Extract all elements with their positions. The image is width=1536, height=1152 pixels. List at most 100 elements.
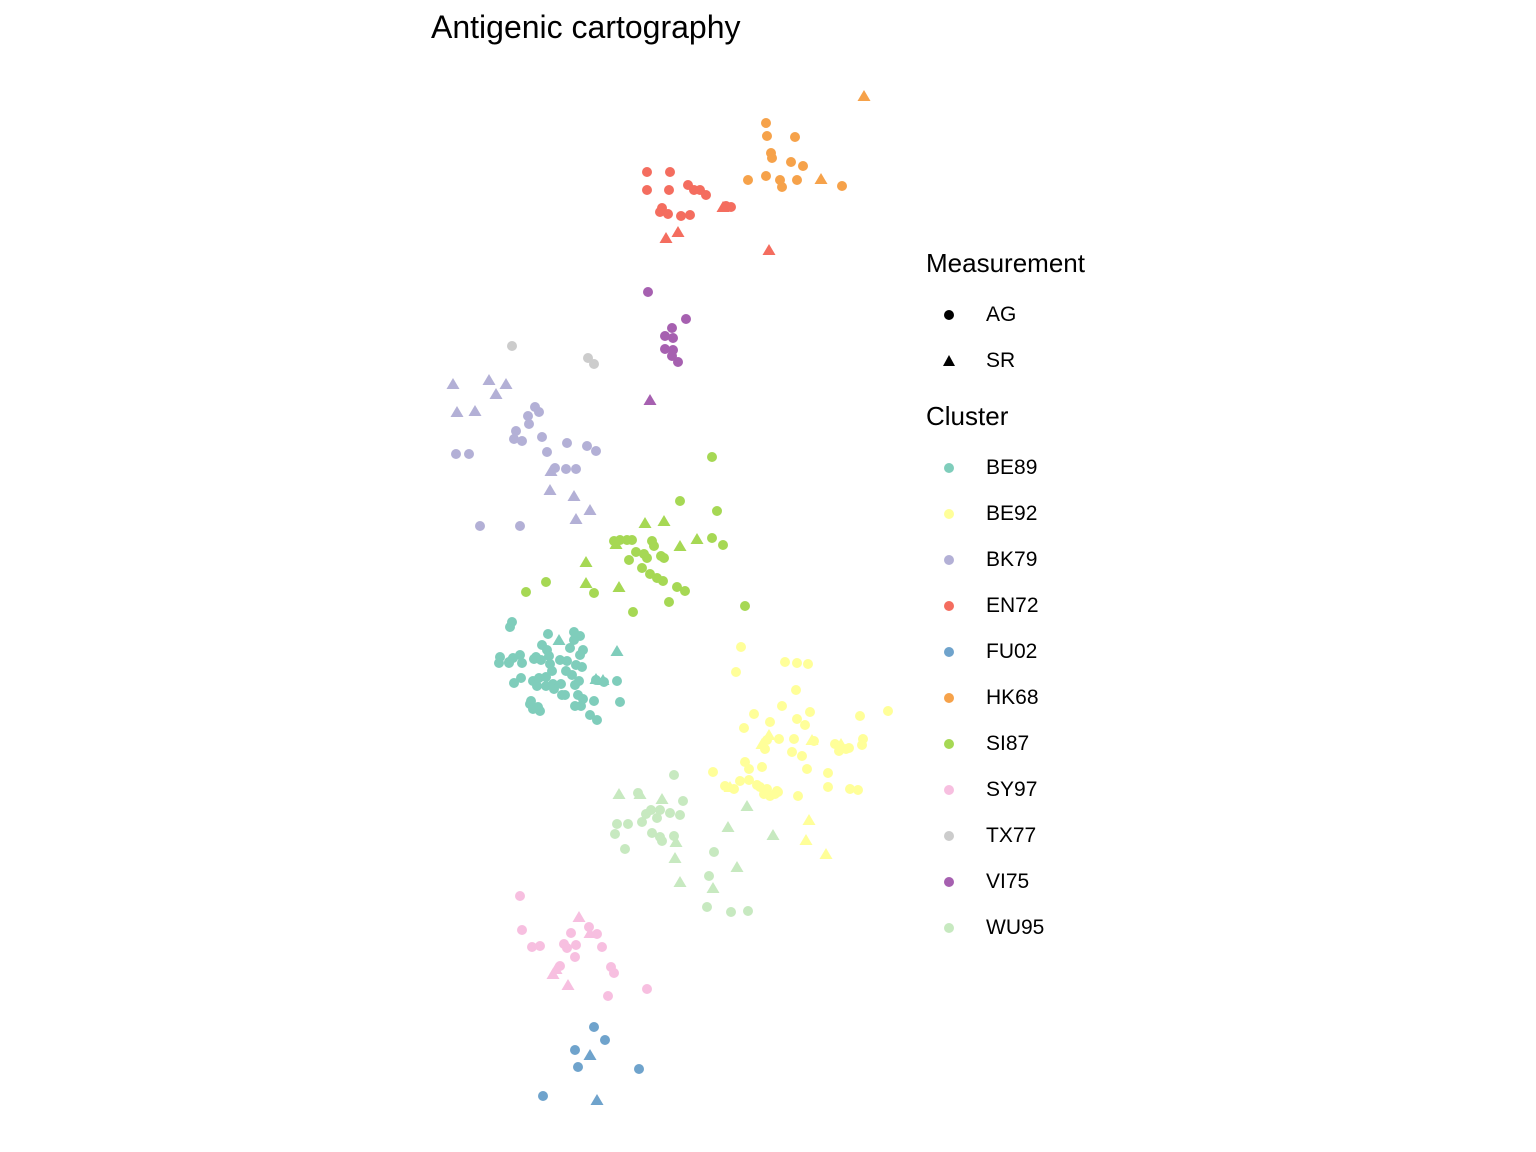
point-ag-fu02 (600, 1035, 610, 1045)
point-ag-vi75 (667, 323, 677, 333)
point-ag-en72 (676, 211, 686, 221)
point-ag-be89 (574, 676, 584, 686)
point-ag-be89 (577, 662, 587, 672)
point-ag-sy97 (609, 968, 619, 978)
point-ag-be89 (612, 676, 622, 686)
series-si87 (521, 452, 750, 617)
point-ag-bk79 (534, 407, 544, 417)
point-ag-be92 (772, 786, 782, 796)
point-ag-wu95 (612, 819, 622, 829)
point-ag-hk68 (798, 161, 808, 171)
point-ag-si87 (642, 553, 652, 563)
point-sr-si87 (638, 517, 652, 528)
point-ag-be92 (765, 717, 775, 727)
point-ag-wu95 (647, 828, 657, 838)
point-ag-si87 (658, 576, 668, 586)
legend-circle-key (926, 300, 972, 330)
series-be92 (708, 642, 893, 859)
legend-label: FU02 (986, 640, 1038, 663)
series-sy97 (515, 891, 652, 1001)
point-ag-be92 (791, 685, 801, 695)
legend-label: SI87 (986, 732, 1030, 755)
point-ag-si87 (680, 586, 690, 596)
point-ag-be92 (744, 775, 754, 785)
point-ag-bk79 (561, 464, 571, 474)
point-sr-sy97 (572, 911, 586, 922)
point-ag-be89 (516, 673, 526, 683)
point-ag-wu95 (709, 847, 719, 857)
point-ag-si87 (521, 587, 531, 597)
point-ag-si87 (707, 533, 717, 543)
point-ag-be89 (517, 658, 527, 668)
legend-color-key (926, 683, 972, 713)
point-ag-be92 (708, 767, 718, 777)
point-ag-si87 (707, 452, 717, 462)
point-ag-be92 (845, 784, 855, 794)
point-ag-vi75 (668, 333, 678, 343)
series-fu02 (538, 1022, 644, 1105)
point-ag-sy97 (562, 943, 572, 953)
point-sr-hk68 (857, 90, 871, 101)
legend-item-si87: SI87 (926, 729, 1029, 759)
point-ag-hk68 (761, 171, 771, 181)
legend-item-tx77: TX77 (926, 821, 1036, 851)
point-ag-be92 (749, 709, 759, 719)
legend-label: SY97 (986, 778, 1038, 801)
point-ag-be89 (536, 655, 546, 665)
point-ag-hk68 (762, 131, 772, 141)
point-ag-wu95 (655, 805, 665, 815)
point-ag-bk79 (562, 438, 572, 448)
legend-item-ag: AG (926, 300, 1016, 330)
point-ag-en72 (664, 185, 674, 195)
point-ag-si87 (675, 496, 685, 506)
point-ag-be89 (544, 651, 554, 661)
point-sr-wu95 (673, 876, 687, 887)
point-ag-bk79 (517, 436, 527, 446)
point-ag-wu95 (610, 829, 620, 839)
point-ag-sy97 (517, 925, 527, 935)
point-ag-be92 (883, 706, 893, 716)
point-ag-en72 (665, 167, 675, 177)
point-ag-be92 (735, 776, 745, 786)
point-sr-be89 (589, 673, 603, 684)
point-ag-sy97 (584, 922, 594, 932)
point-ag-be92 (755, 782, 765, 792)
point-sr-en72 (659, 232, 673, 243)
legend-item-be89: BE89 (926, 453, 1037, 483)
point-ag-hk68 (767, 153, 777, 163)
point-ag-wu95 (652, 813, 662, 823)
point-ag-be92 (744, 764, 754, 774)
point-ag-be89 (535, 706, 545, 716)
point-ag-si87 (589, 588, 599, 598)
point-ag-be92 (780, 657, 790, 667)
point-ag-be92 (823, 768, 833, 778)
point-ag-sy97 (571, 940, 581, 950)
point-ag-sy97 (603, 991, 613, 1001)
legend-item-sy97: SY97 (926, 775, 1037, 805)
point-sr-bk79 (499, 378, 513, 389)
point-sr-en72 (716, 201, 730, 212)
point-sr-wu95 (612, 788, 626, 799)
legend-label: HK68 (986, 686, 1039, 709)
point-ag-be89 (592, 715, 602, 725)
point-sr-fu02 (590, 1094, 604, 1105)
point-sr-vi75 (643, 394, 657, 405)
point-sr-wu95 (669, 836, 683, 847)
point-sr-be92 (805, 734, 819, 745)
point-sr-bk79 (446, 378, 460, 389)
point-ag-hk68 (761, 118, 771, 128)
point-ag-en72 (685, 210, 695, 220)
point-ag-sy97 (570, 952, 580, 962)
point-ag-fu02 (589, 1022, 599, 1032)
point-sr-fu02 (583, 1049, 597, 1060)
legend-item-bk79: BK79 (926, 545, 1037, 575)
point-sr-sy97 (546, 968, 560, 979)
point-ag-sy97 (535, 941, 545, 951)
point-sr-wu95 (721, 821, 735, 832)
legend-label: EN72 (986, 594, 1039, 617)
point-ag-wu95 (657, 836, 667, 846)
point-ag-bk79 (591, 446, 601, 456)
chart-title: Antigenic cartography (431, 9, 741, 45)
point-sr-si87 (673, 540, 687, 551)
point-sr-bk79 (569, 513, 583, 524)
